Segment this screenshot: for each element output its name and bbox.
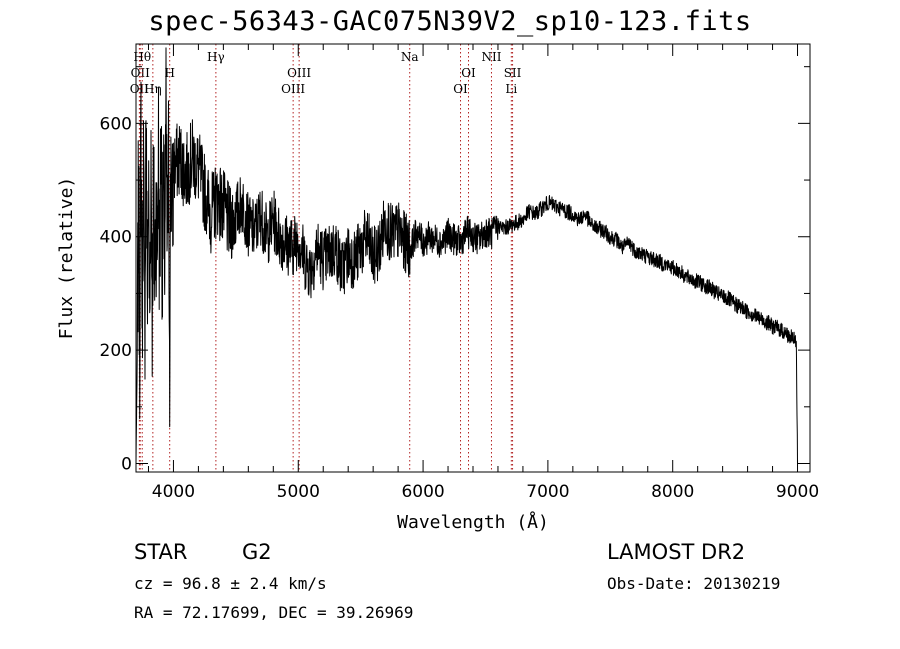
obs-date: Obs-Date: 20130219 — [607, 574, 781, 593]
spectrum-line — [135, 47, 798, 464]
subclass: G2 — [242, 540, 272, 564]
plot-frame — [135, 43, 811, 473]
y-axis-label: Flux (relative) — [56, 177, 77, 340]
x-tick-label: 9000 — [776, 482, 819, 502]
line-marker-label: H — [164, 66, 174, 80]
object-type: STAR — [134, 540, 188, 564]
line-marker-label: OI — [461, 66, 476, 80]
x-tick-label: 4000 — [152, 482, 195, 502]
line-marker-label: OII — [130, 82, 150, 96]
y-tick-label: 0 — [121, 454, 132, 474]
redshift-text: cz = 96.8 ± 2.4 km/s — [134, 574, 327, 593]
line-marker-label: Li — [505, 82, 517, 96]
survey-name: LAMOST DR2 — [607, 540, 746, 564]
line-marker-label: NII — [481, 50, 501, 64]
line-marker-label: Hγ — [207, 50, 225, 64]
line-marker-label: Hη — [144, 82, 162, 96]
coordinates: RA = 72.17699, DEC = 39.26969 — [134, 603, 414, 622]
line-marker-label: Hθ — [133, 50, 151, 64]
line-marker-label: OII — [131, 66, 151, 80]
y-tick-label: 200 — [100, 341, 132, 361]
line-marker-label: Na — [401, 50, 419, 64]
chart-title: spec-56343-GAC075N39V2_sp10-123.fits — [148, 6, 752, 37]
line-marker-label: SII — [504, 66, 522, 80]
x-axis-label: Wavelength (Å) — [397, 511, 549, 533]
line-marker-label: OIII — [287, 66, 311, 80]
line-marker-label: OIII — [281, 82, 305, 96]
x-tick-label: 8000 — [651, 482, 694, 502]
y-tick-label: 600 — [100, 114, 132, 134]
x-tick-label: 5000 — [277, 482, 320, 502]
line-marker-label: OI — [453, 82, 468, 96]
x-tick-label: 6000 — [401, 482, 444, 502]
x-tick-label: 7000 — [526, 482, 569, 502]
y-tick-label: 400 — [100, 228, 132, 248]
